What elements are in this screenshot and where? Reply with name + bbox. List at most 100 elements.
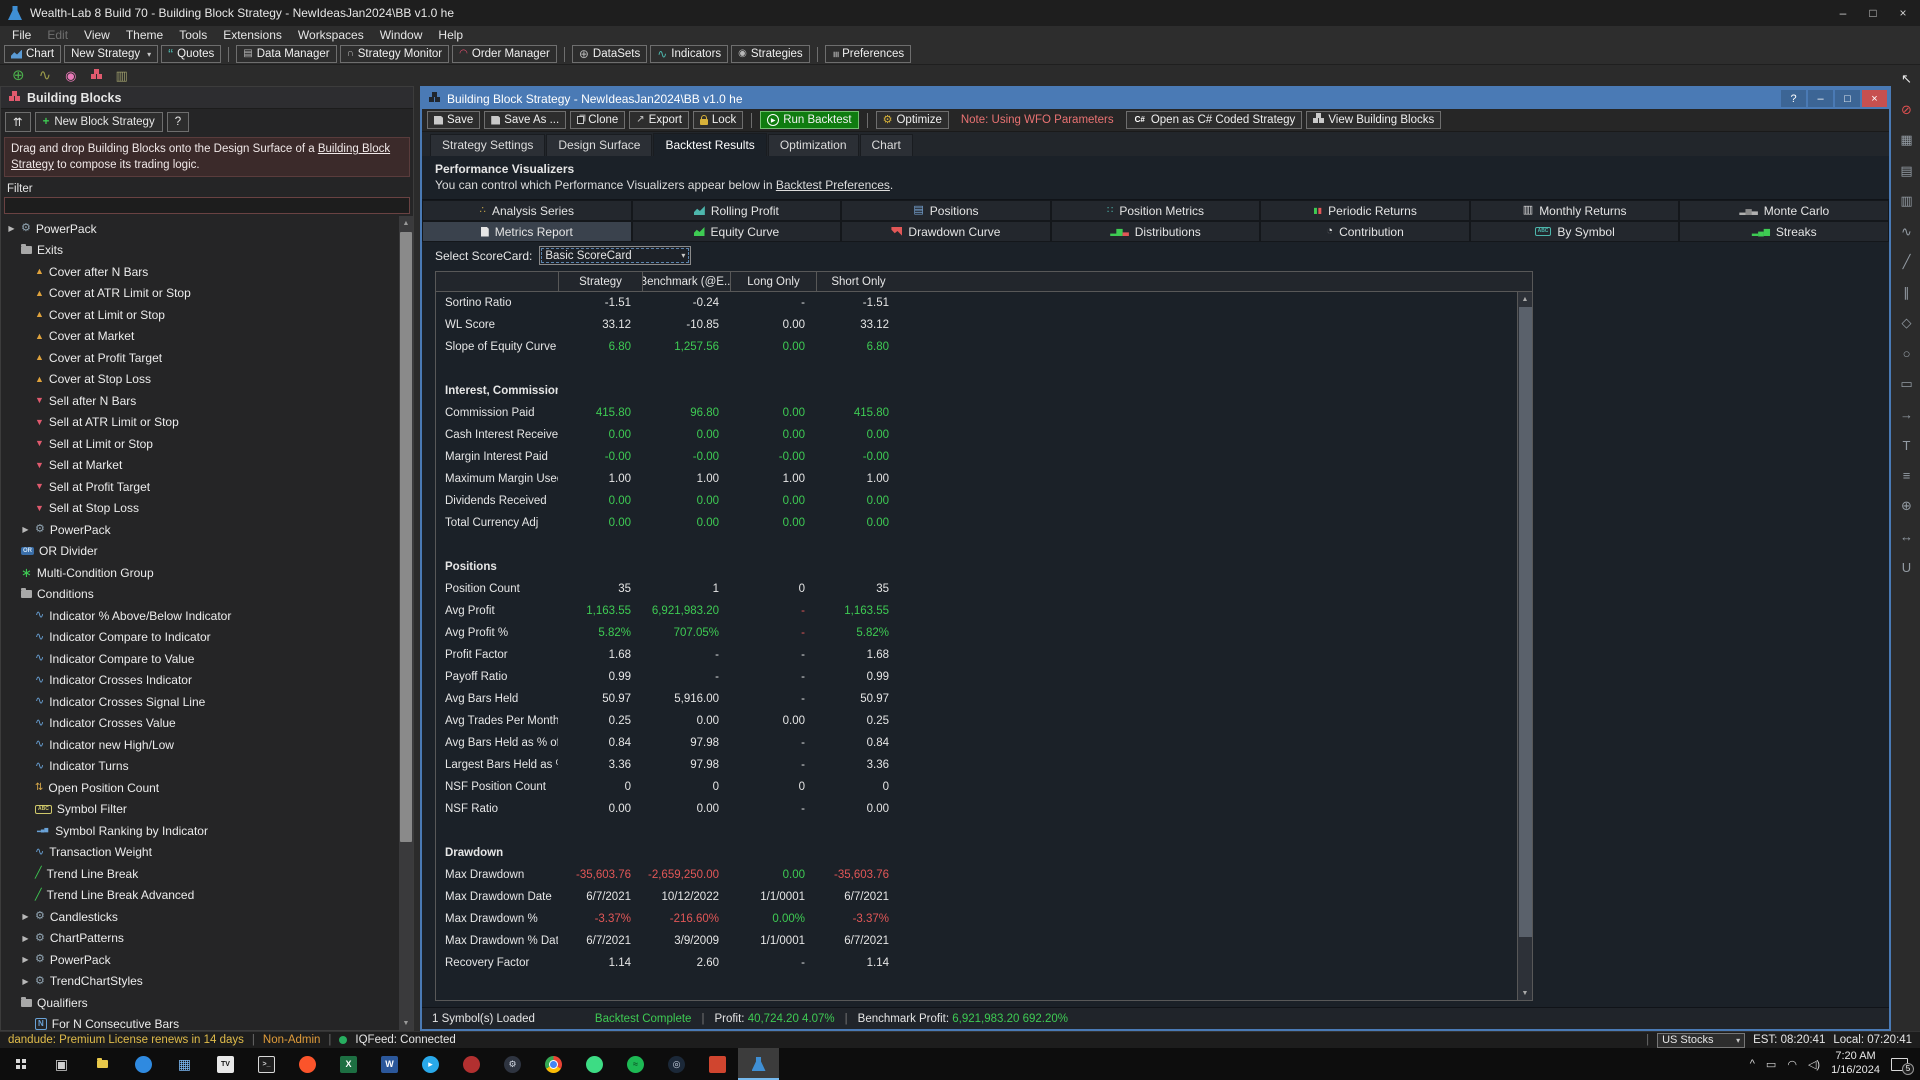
tree-item-powerpack[interactable]: ▶⚙PowerPack xyxy=(1,218,398,240)
tree-item-powerpack[interactable]: ▶⚙PowerPack xyxy=(1,519,398,541)
menu-theme[interactable]: Theme xyxy=(118,27,171,43)
brave-button[interactable] xyxy=(287,1048,328,1080)
window-help-button[interactable]: ? xyxy=(1781,90,1806,107)
scroll-down-icon[interactable]: ▼ xyxy=(399,1016,413,1030)
store-button[interactable]: ▦ xyxy=(164,1048,205,1080)
tray-display-icon[interactable]: ▭ xyxy=(1766,1058,1776,1071)
expander-icon[interactable]: ▶ xyxy=(21,977,30,986)
viz-tab-streaks[interactable]: ▂▄▆Streaks xyxy=(1679,221,1889,242)
new-strategy-dropdown[interactable]: New Strategy▾ xyxy=(64,45,158,63)
text-tool-icon[interactable]: T xyxy=(1898,436,1916,454)
window-minimize-button[interactable]: – xyxy=(1808,90,1833,107)
export-button[interactable]: ↗Export xyxy=(629,111,689,129)
tree-item-chartpatterns[interactable]: ▶⚙ChartPatterns xyxy=(1,928,398,950)
tab-design-surface[interactable]: Design Surface xyxy=(546,134,652,156)
tree-scrollbar[interactable]: ▲ ▼ xyxy=(399,216,413,1030)
opera-button[interactable] xyxy=(451,1048,492,1080)
magnet-tool-icon[interactable]: U xyxy=(1898,558,1916,576)
tree-item-indicator-crosses-value[interactable]: ∿Indicator Crosses Value xyxy=(1,713,398,735)
data-manager-button[interactable]: ▤Data Manager xyxy=(236,45,336,63)
tree-item-indicator-new-high-low[interactable]: ∿Indicator new High/Low xyxy=(1,734,398,756)
notifications-icon[interactable]: 5 xyxy=(1891,1058,1908,1071)
save-as-button[interactable]: Save As ... xyxy=(484,111,566,129)
tradingview-button[interactable]: TV xyxy=(205,1048,246,1080)
file-explorer-button[interactable] xyxy=(82,1048,123,1080)
tree-item-candlesticks[interactable]: ▶⚙Candlesticks xyxy=(1,906,398,928)
grid-tool-icon[interactable]: ▦ xyxy=(1898,131,1916,149)
start-button[interactable] xyxy=(0,1048,41,1080)
tree-item-sell-at-market[interactable]: ▼Sell at Market xyxy=(1,455,398,477)
collapse-all-button[interactable]: ⇈ xyxy=(5,112,31,132)
window-maximize-button[interactable]: □ xyxy=(1835,90,1860,107)
expander-icon[interactable]: ▶ xyxy=(21,912,30,921)
expander-icon[interactable]: ▶ xyxy=(21,934,30,943)
viz-tab-monthly-returns[interactable]: ▥Monthly Returns xyxy=(1470,200,1680,221)
order-manager-button[interactable]: ◠Order Manager xyxy=(452,45,557,63)
viz-tab-analysis-series[interactable]: ∴Analysis Series xyxy=(422,200,632,221)
tree-item-cover-at-limit-or-stop[interactable]: ▲Cover at Limit or Stop xyxy=(1,304,398,326)
viz-tab-distributions[interactable]: ▂▆▃Distributions xyxy=(1051,221,1261,242)
tree-item-indicator-crosses-indicator[interactable]: ∿Indicator Crosses Indicator xyxy=(1,670,398,692)
fibonacci-tool-icon[interactable]: ≡ xyxy=(1898,467,1916,485)
spotify-button[interactable]: ≈ xyxy=(615,1048,656,1080)
expander-icon[interactable]: ▶ xyxy=(21,955,30,964)
ellipse-tool-icon[interactable]: ○ xyxy=(1898,345,1916,363)
tray-wifi-icon[interactable]: ◠ xyxy=(1787,1058,1797,1071)
viz-tab-equity-curve[interactable]: Equity Curve xyxy=(632,221,842,242)
open-csharp-button[interactable]: C#Open as C# Coded Strategy xyxy=(1126,111,1303,129)
market-select[interactable]: US Stocks▾ xyxy=(1657,1033,1745,1048)
tree-item-cover-after-n-bars[interactable]: ▲Cover after N Bars xyxy=(1,261,398,283)
calendar-tool-icon[interactable]: ▥ xyxy=(1898,192,1916,210)
scroll-up-icon[interactable]: ▲ xyxy=(399,216,413,230)
menu-file[interactable]: File xyxy=(4,27,39,43)
tray-volume-icon[interactable]: ◁) xyxy=(1808,1058,1820,1071)
tree-item-conditions[interactable]: Conditions xyxy=(1,584,398,606)
viz-tab-metrics-report[interactable]: Metrics Report xyxy=(422,221,632,242)
tree-item-for-n-consecutive-bars[interactable]: NFor N Consecutive Bars xyxy=(1,1014,398,1030)
menu-help[interactable]: Help xyxy=(430,27,471,43)
excel-button[interactable]: X xyxy=(328,1048,369,1080)
optimize-button[interactable]: ⚙Optimize xyxy=(876,111,949,129)
tab-optimization[interactable]: Optimization xyxy=(768,134,859,156)
rectangle-tool-icon[interactable]: ▭ xyxy=(1898,375,1916,393)
menu-window[interactable]: Window xyxy=(372,27,431,43)
tab-chart[interactable]: Chart xyxy=(860,134,913,156)
clone-button[interactable]: Clone xyxy=(570,111,625,129)
tree-item-indicator-above-below-indicator[interactable]: ∿Indicator % Above/Below Indicator xyxy=(1,605,398,627)
steam-button[interactable]: ◎ xyxy=(656,1048,697,1080)
chrome-button[interactable] xyxy=(533,1048,574,1080)
run-backtest-button[interactable]: ▶Run Backtest xyxy=(760,111,858,129)
trendline-tool-icon[interactable]: ╱ xyxy=(1898,253,1916,271)
minimize-button[interactable]: – xyxy=(1828,0,1858,26)
tree-item-cover-at-market[interactable]: ▲Cover at Market xyxy=(1,326,398,348)
edge-button[interactable] xyxy=(123,1048,164,1080)
tree-item-trend-line-break[interactable]: ╱Trend Line Break xyxy=(1,863,398,885)
tray-chevron-up-icon[interactable]: ^ xyxy=(1750,1058,1755,1070)
tree-item-or-divider[interactable]: OROR Divider xyxy=(1,541,398,563)
arrow-tool-icon[interactable]: → xyxy=(1898,406,1916,424)
viz-tab-contribution[interactable]: ◔Contribution xyxy=(1260,221,1470,242)
strategy-monitor-button[interactable]: ∩Strategy Monitor xyxy=(340,45,450,63)
menu-edit[interactable]: Edit xyxy=(39,27,76,43)
watchlist-tool-icon[interactable]: ▤ xyxy=(1898,162,1916,180)
tree-item-trend-line-break-advanced[interactable]: ╱Trend Line Break Advanced xyxy=(1,885,398,907)
android-button[interactable] xyxy=(574,1048,615,1080)
tree-item-cover-at-profit-target[interactable]: ▲Cover at Profit Target xyxy=(1,347,398,369)
tree-item-sell-at-stop-loss[interactable]: ▼Sell at Stop Loss xyxy=(1,498,398,520)
tree-item-open-position-count[interactable]: ⇅Open Position Count xyxy=(1,777,398,799)
new-block-strategy-button[interactable]: +New Block Strategy xyxy=(35,112,163,132)
channel-tool-icon[interactable]: ∥ xyxy=(1898,284,1916,302)
taskbar-clock[interactable]: 7:20 AM1/16/2024 xyxy=(1831,1050,1880,1078)
tree-item-indicator-compare-to-value[interactable]: ∿Indicator Compare to Value xyxy=(1,648,398,670)
save-button[interactable]: Save xyxy=(427,111,480,129)
tree-item-qualifiers[interactable]: Qualifiers xyxy=(1,992,398,1014)
expander-icon[interactable]: ▶ xyxy=(7,224,16,233)
strategies-button[interactable]: ◉Strategies xyxy=(731,45,810,63)
menu-workspaces[interactable]: Workspaces xyxy=(290,27,372,43)
menu-view[interactable]: View xyxy=(76,27,118,43)
scrollbar-thumb[interactable] xyxy=(1519,307,1532,937)
menu-extensions[interactable]: Extensions xyxy=(215,27,290,43)
expander-icon[interactable]: ▶ xyxy=(21,525,30,534)
tab-strategy-settings[interactable]: Strategy Settings xyxy=(430,134,545,156)
restore-button[interactable]: □ xyxy=(1858,0,1888,26)
